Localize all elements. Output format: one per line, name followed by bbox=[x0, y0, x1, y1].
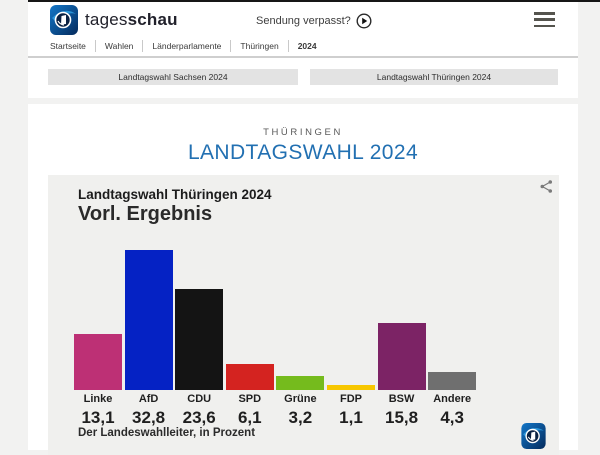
breadcrumb-wahlen[interactable]: Wahlen bbox=[94, 40, 143, 52]
party-value: 15,8 bbox=[385, 408, 419, 427]
result-bar-linke bbox=[74, 334, 122, 390]
party-label: Linke bbox=[83, 393, 113, 405]
brand-wordmark[interactable]: tagesschau bbox=[85, 10, 178, 30]
bar-track bbox=[74, 250, 122, 390]
breadcrumb-2024[interactable]: 2024 bbox=[287, 40, 326, 52]
brand-regular: tages bbox=[85, 10, 128, 29]
bar-track bbox=[225, 250, 274, 390]
party-column-bsw: BSW 15,8 bbox=[377, 250, 426, 427]
party-label: AfD bbox=[138, 393, 159, 405]
result-bar-fdp bbox=[326, 385, 375, 390]
region-eyebrow: THÜRINGEN bbox=[263, 127, 343, 138]
nav-button-thueringen[interactable]: Landtagswahl Thüringen 2024 bbox=[310, 69, 558, 85]
play-icon[interactable] bbox=[356, 13, 372, 29]
result-bar-afd bbox=[124, 250, 173, 390]
party-label: BSW bbox=[388, 393, 415, 405]
party-label: FDP bbox=[339, 393, 362, 405]
party-value: 6,1 bbox=[237, 408, 262, 427]
breadcrumb-laenderparlamente[interactable]: Länderparlamente bbox=[142, 40, 230, 52]
party-value: 3,2 bbox=[288, 408, 313, 427]
page-top-border bbox=[28, 0, 600, 2]
breadcrumb-thueringen[interactable]: Thüringen bbox=[230, 40, 287, 52]
header: tagesschau Sendung verpasst? Startseite … bbox=[28, 2, 578, 98]
party-column-andere: Andere 4,3 bbox=[428, 250, 477, 427]
breadcrumb-startseite[interactable]: Startseite bbox=[50, 41, 86, 51]
result-bar-andere bbox=[428, 372, 477, 390]
chart-subtitle: Vorl. Ergebnis bbox=[78, 203, 213, 225]
result-bar-spd bbox=[225, 364, 274, 390]
result-bar-bsw bbox=[377, 323, 426, 390]
tagesschau-logo-icon[interactable] bbox=[50, 5, 78, 35]
breadcrumb: Startseite Wahlen Länderparlamente Thüri… bbox=[28, 36, 578, 58]
sendung-verpasst-label: Sendung verpasst? bbox=[256, 15, 351, 27]
page-title: LANDTAGSWAHL 2024 bbox=[187, 141, 419, 164]
sendung-verpasst-link[interactable]: Sendung verpasst? bbox=[256, 13, 372, 29]
hamburger-icon bbox=[534, 12, 555, 15]
bar-track bbox=[175, 250, 224, 390]
bar-track bbox=[276, 250, 325, 390]
party-column-afd: AfD 32,8 bbox=[124, 250, 173, 427]
tagesschau-watermark-icon bbox=[521, 423, 546, 449]
election-nav: Landtagswahl Sachsen 2024 Landtagswahl T… bbox=[28, 58, 578, 98]
main-content: THÜRINGEN LANDTAGSWAHL 2024 Landtagswahl… bbox=[28, 104, 578, 455]
party-label: Grüne bbox=[284, 393, 317, 405]
party-label: SPD bbox=[238, 393, 262, 405]
share-icon[interactable] bbox=[539, 179, 554, 194]
party-column-fdp: FDP 1,1 bbox=[326, 250, 375, 427]
chart-source: Der Landeswahlleiter, in Prozent bbox=[78, 427, 256, 439]
chart-title: Landtagswahl Thüringen 2024 bbox=[78, 187, 272, 202]
bar-chart: Linke 13,1 AfD 32,8 CDU 23,6 SPD 6,1 Grüne 3,2 FDP… bbox=[74, 250, 477, 427]
page-content: tagesschau Sendung verpasst? Startseite … bbox=[28, 2, 578, 455]
bar-track bbox=[428, 250, 477, 390]
party-label: Andere bbox=[433, 393, 472, 405]
bar-track bbox=[326, 250, 375, 390]
party-column-grüne: Grüne 3,2 bbox=[276, 250, 325, 427]
party-column-cdu: CDU 23,6 bbox=[175, 250, 224, 427]
party-value: 23,6 bbox=[182, 408, 216, 427]
party-value: 13,1 bbox=[81, 408, 115, 427]
result-bar-grüne bbox=[276, 376, 325, 390]
result-bar-cdu bbox=[175, 289, 224, 390]
bar-track bbox=[377, 250, 426, 390]
party-value: 32,8 bbox=[132, 408, 166, 427]
header-logo-row: tagesschau Sendung verpasst? bbox=[28, 2, 578, 36]
menu-button[interactable] bbox=[534, 12, 555, 27]
party-label: CDU bbox=[187, 393, 212, 405]
bar-track bbox=[124, 250, 173, 390]
party-column-spd: SPD 6,1 bbox=[225, 250, 274, 427]
party-value: 4,3 bbox=[440, 408, 464, 427]
brand-bold: schau bbox=[127, 10, 178, 29]
result-chart-card: Landtagswahl Thüringen 2024 Vorl. Ergebn… bbox=[48, 175, 559, 455]
nav-button-sachsen[interactable]: Landtagswahl Sachsen 2024 bbox=[48, 69, 298, 85]
party-column-linke: Linke 13,1 bbox=[74, 250, 122, 427]
party-value: 1,1 bbox=[339, 408, 363, 427]
